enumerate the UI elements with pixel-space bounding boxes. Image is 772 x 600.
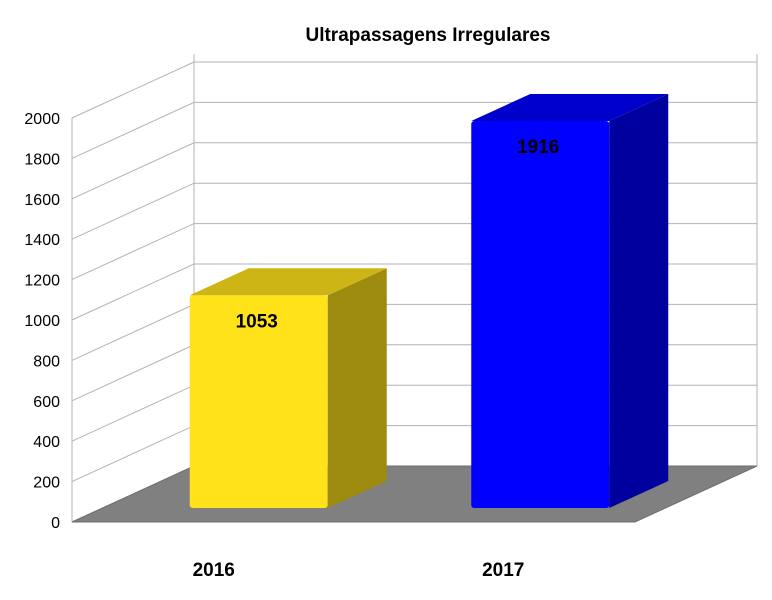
bar-top [189,268,387,296]
x-axis-tick-labels: 2016 2017 [193,560,525,581]
y-tick-label: 1400 [24,232,60,249]
bar-side [609,93,669,508]
y-tick-label: 0 [51,515,60,532]
data-label: 1916 [517,137,559,158]
bar-top [471,93,669,121]
bar-side [327,268,387,508]
y-tick-label: 1800 [24,151,60,168]
y-tick-label: 600 [33,394,60,411]
y-tick-label: 400 [33,434,60,451]
y-axis-tick-labels: 0 200 400 600 800 1000 1200 1400 1600 1800 2000 [24,111,60,532]
bar: 1916 [471,93,669,508]
data-label: 1053 [236,311,278,332]
x-tick-label: 2017 [482,560,524,581]
bar-front [189,295,328,508]
y-tick-label: 1600 [24,192,60,209]
x-tick-label: 2016 [193,560,235,581]
y-tick-label: 2000 [24,111,60,128]
bar-front [471,120,610,508]
bars: 1053 1916 [189,93,669,508]
bar: 1053 [189,268,387,508]
y-tick-label: 1200 [24,273,60,290]
y-tick-label: 200 [33,475,60,492]
chart-title: Ultrapassagens Irregulares [305,25,550,46]
y-tick-label: 1000 [24,313,60,330]
y-tick-label: 800 [33,353,60,370]
